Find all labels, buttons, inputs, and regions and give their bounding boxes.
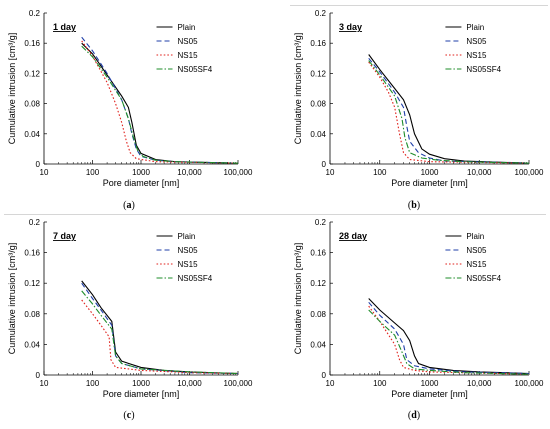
legend-label: NS15 bbox=[466, 51, 487, 60]
y-tick-label: 0.12 bbox=[310, 69, 326, 78]
y-axis-title: Cumulative intrusion [cm³/g] bbox=[293, 243, 303, 355]
y-axis-title: Cumulative intrusion [cm³/g] bbox=[7, 243, 17, 355]
x-tick-label: 100,000 bbox=[224, 168, 253, 177]
legend-label: NS05 bbox=[178, 37, 199, 46]
y-tick-label: 0 bbox=[36, 160, 41, 169]
y-tick-label: 0 bbox=[322, 160, 327, 169]
series-line-ns05sf4 bbox=[368, 60, 530, 164]
y-tick-label: 0.16 bbox=[24, 249, 40, 258]
x-tick-label: 100 bbox=[373, 168, 387, 177]
series-line-ns05 bbox=[368, 57, 530, 164]
panel-caption: (a) bbox=[123, 200, 135, 211]
age-label: 7 day bbox=[53, 231, 76, 241]
y-tick-label: 0.08 bbox=[310, 310, 326, 319]
x-tick-label: 100,000 bbox=[515, 168, 544, 177]
series-line-ns05sf4 bbox=[81, 290, 239, 375]
middle-rule bbox=[4, 214, 546, 215]
x-tick-label: 10,000 bbox=[467, 379, 492, 388]
y-tick-label: 0.2 bbox=[315, 9, 327, 18]
legend-label: NS05SF4 bbox=[466, 65, 501, 74]
x-tick-label: 10,000 bbox=[177, 168, 202, 177]
series-line-ns05sf4 bbox=[81, 45, 239, 164]
y-axis-title: Cumulative intrusion [cm³/g] bbox=[293, 33, 303, 145]
legend-label: NS15 bbox=[178, 51, 199, 60]
legend-label: Plain bbox=[178, 23, 196, 32]
panel-caption: (d) bbox=[408, 410, 420, 421]
top-right-rule bbox=[290, 5, 548, 6]
x-tick-label: 100 bbox=[373, 379, 387, 388]
y-tick-label: 0.16 bbox=[310, 249, 326, 258]
series-line-ns15 bbox=[368, 305, 530, 375]
y-tick-label: 0.2 bbox=[29, 218, 41, 227]
legend-label: NS15 bbox=[466, 260, 487, 269]
x-tick-label: 100 bbox=[86, 168, 100, 177]
legend-label: NS05 bbox=[466, 37, 487, 46]
y-tick-label: 0.08 bbox=[310, 100, 326, 109]
legend-label: NS15 bbox=[178, 260, 199, 269]
x-tick-label: 10 bbox=[326, 379, 335, 388]
chart-panel-2: 0 0.04 0.08 0.12 0.16 0.2 10 100 1000 10,000 100,0… bbox=[293, 9, 544, 211]
series-line-plain bbox=[81, 42, 239, 164]
series-line-ns15 bbox=[368, 61, 530, 164]
x-tick-label: 10 bbox=[326, 168, 335, 177]
y-tick-label: 0.2 bbox=[315, 218, 327, 227]
y-tick-label: 0.08 bbox=[24, 310, 40, 319]
y-axis-title: Cumulative intrusion [cm³/g] bbox=[7, 33, 17, 145]
x-tick-label: 100 bbox=[86, 379, 100, 388]
series-line-plain bbox=[81, 280, 239, 375]
age-label: 3 day bbox=[339, 22, 362, 32]
series-line-plain bbox=[368, 298, 530, 375]
series-line-ns15 bbox=[81, 299, 239, 375]
y-tick-label: 0.16 bbox=[24, 39, 40, 48]
legend-label: NS05 bbox=[466, 246, 487, 255]
chart-panel-1: 0 0.04 0.08 0.12 0.16 0.2 10 100 1000 10,000 100,0… bbox=[7, 9, 253, 211]
chart-panel-4: 0 0.04 0.08 0.12 0.16 0.2 10 100 1000 10,000 100,0… bbox=[293, 218, 544, 421]
legend-label: NS05SF4 bbox=[466, 274, 501, 283]
series-line-ns05 bbox=[81, 36, 239, 164]
x-tick-label: 1000 bbox=[421, 379, 439, 388]
legend-label: Plain bbox=[466, 232, 484, 241]
x-tick-label: 10,000 bbox=[177, 379, 202, 388]
series-line-plain bbox=[368, 54, 530, 164]
x-axis-title: Pore diameter [nm] bbox=[103, 389, 180, 399]
x-axis-title: Pore diameter [nm] bbox=[391, 389, 468, 399]
series-line-ns05 bbox=[368, 301, 530, 375]
chart-panel-3: 0 0.04 0.08 0.12 0.16 0.2 10 100 1000 10,000 100,0… bbox=[7, 218, 253, 421]
x-axis-title: Pore diameter [nm] bbox=[103, 178, 180, 188]
y-tick-label: 0.04 bbox=[24, 130, 40, 139]
legend-label: NS05SF4 bbox=[178, 65, 213, 74]
x-tick-label: 1000 bbox=[421, 168, 439, 177]
x-tick-label: 100,000 bbox=[515, 379, 544, 388]
x-tick-label: 10 bbox=[40, 379, 49, 388]
series-line-ns05sf4 bbox=[368, 309, 530, 375]
y-tick-label: 0.04 bbox=[310, 340, 326, 349]
x-tick-label: 10 bbox=[40, 168, 49, 177]
y-tick-label: 0 bbox=[322, 371, 327, 380]
y-tick-label: 0 bbox=[36, 371, 41, 380]
x-tick-label: 1000 bbox=[132, 379, 150, 388]
x-axis-title: Pore diameter [nm] bbox=[391, 178, 468, 188]
x-tick-label: 10,000 bbox=[467, 168, 492, 177]
y-tick-label: 0.2 bbox=[29, 9, 41, 18]
y-tick-label: 0.12 bbox=[24, 279, 40, 288]
legend-label: Plain bbox=[178, 232, 196, 241]
legend-label: NS05 bbox=[178, 246, 199, 255]
y-tick-label: 0.04 bbox=[310, 130, 326, 139]
x-tick-label: 100,000 bbox=[224, 379, 253, 388]
y-tick-label: 0.04 bbox=[24, 340, 40, 349]
legend-label: NS05SF4 bbox=[178, 274, 213, 283]
y-tick-label: 0.16 bbox=[310, 39, 326, 48]
age-label: 28 day bbox=[339, 231, 367, 241]
y-tick-label: 0.12 bbox=[24, 69, 40, 78]
series-line-ns15 bbox=[81, 40, 239, 164]
age-label: 1 day bbox=[53, 22, 76, 32]
panel-caption: (c) bbox=[123, 410, 134, 421]
x-tick-label: 1000 bbox=[132, 168, 150, 177]
y-tick-label: 0.12 bbox=[310, 279, 326, 288]
series-line-ns05 bbox=[81, 282, 239, 375]
legend-label: Plain bbox=[466, 23, 484, 32]
y-tick-label: 0.08 bbox=[24, 100, 40, 109]
panel-caption: (b) bbox=[408, 200, 420, 211]
